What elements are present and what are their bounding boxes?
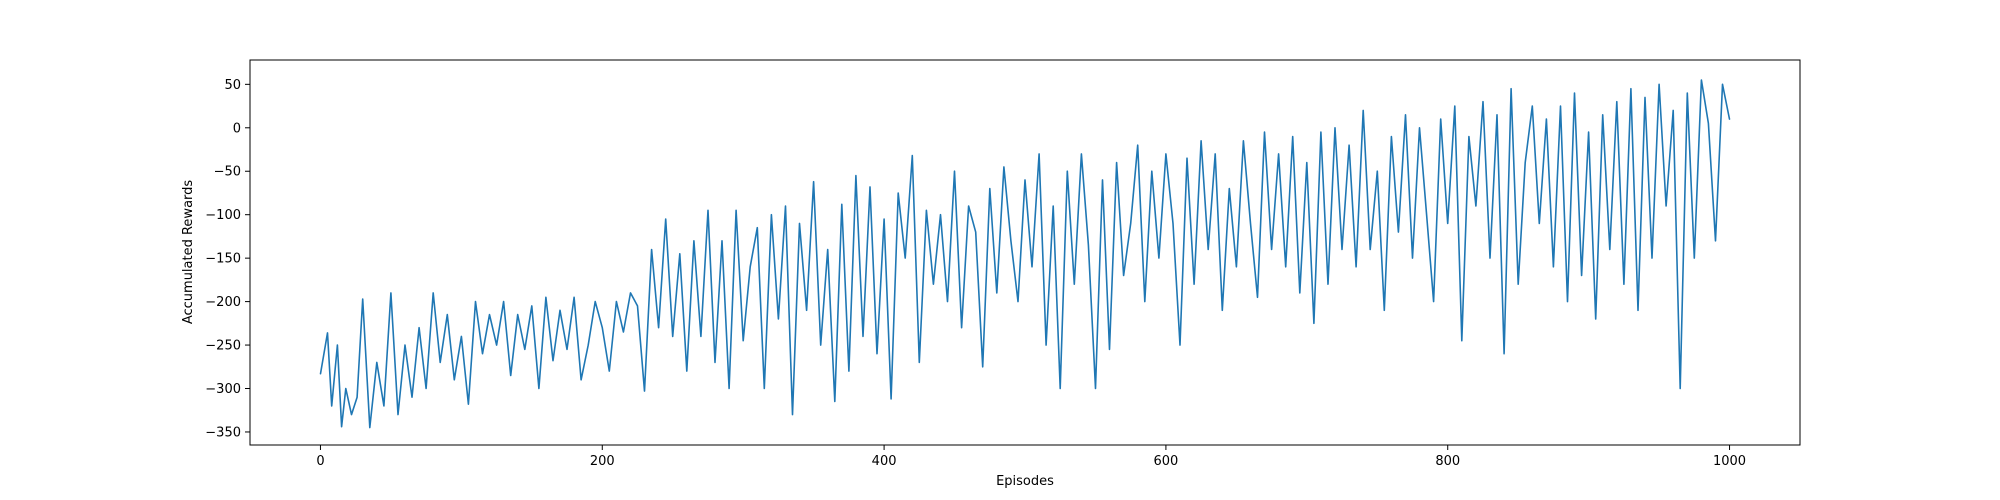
y-axis: 50 0 −50 −100 −150 −200 −250 −300 −350 (205, 78, 250, 440)
x-axis-label: Episodes (996, 474, 1054, 489)
x-tick-label: 1000 (1713, 454, 1746, 469)
plot-area (319, 79, 1731, 429)
x-tick-label: 800 (1435, 454, 1460, 469)
y-tick-label: −100 (205, 208, 241, 223)
axes-frame (249, 59, 1801, 446)
x-tick-label: 600 (1153, 454, 1178, 469)
x-tick-label: 400 (872, 454, 897, 469)
y-tick-label: 0 (233, 121, 241, 136)
x-axis: 0 200 400 600 800 1000 (316, 445, 1746, 469)
x-tick-label: 200 (590, 454, 615, 469)
y-tick-label: −200 (205, 295, 241, 310)
reward-line (319, 79, 1731, 429)
y-tick-label: −50 (214, 165, 241, 180)
y-tick-label: 50 (224, 78, 241, 93)
y-tick-label: −350 (205, 425, 241, 440)
y-tick-label: −150 (205, 252, 241, 267)
y-tick-label: −250 (205, 339, 241, 354)
y-tick-label: −300 (205, 382, 241, 397)
x-tick-label: 0 (316, 454, 324, 469)
y-axis-label: Accumulated Rewards (181, 180, 196, 325)
